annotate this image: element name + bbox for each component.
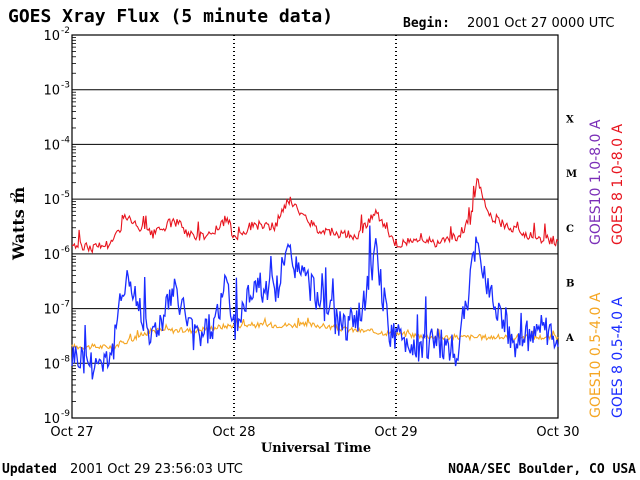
- legend-bottom-right: GOES10 0.5-4.0 A GOES 8 0.5-4.0 A: [588, 292, 626, 418]
- y-tick-label: 10: [43, 193, 60, 208]
- plot-frame: [71, 34, 559, 419]
- y-tick-exponent: -7: [61, 300, 70, 310]
- y-tick-label: 10: [43, 303, 60, 318]
- x-tick-label: Oct 28: [212, 425, 255, 440]
- x-axis-label: Universal Time: [261, 441, 371, 456]
- y-tick-exponent: -3: [61, 81, 70, 91]
- chart-title: GOES Xray Flux (5 minute data): [8, 6, 333, 27]
- series-line: [71, 225, 559, 380]
- flare-class-label: C: [566, 224, 574, 235]
- flare-class-label: M: [566, 169, 577, 180]
- y-tick-label: 10: [43, 84, 60, 99]
- y-tick-label: 10: [43, 248, 60, 263]
- flare-class-label: A: [565, 333, 574, 344]
- y-axis-label: Watts m: [9, 187, 28, 261]
- x-tick-label: Oct 29: [374, 425, 417, 440]
- series-line: [71, 316, 559, 352]
- begin-value: 2001 Oct 27 0000 UTC: [467, 16, 615, 31]
- footer-updated-label: Updated: [2, 462, 57, 477]
- y-tick-exponent: -5: [61, 190, 70, 200]
- flare-class-label: X: [566, 114, 574, 125]
- legend-right: GOES10 1.0-8.0 A GOES 8 1.0-8.0 A: [588, 119, 626, 245]
- y-axis-label-sup: -2: [10, 192, 20, 202]
- x-tick-label: Oct 27: [50, 425, 93, 440]
- legend-goes10-long: GOES10 1.0-8.0 A: [588, 119, 604, 245]
- y-tick-exponent: -2: [61, 26, 70, 36]
- footer-source: NOAA/SEC Boulder, CO USA: [448, 462, 636, 477]
- y-tick-label: 10: [43, 29, 60, 44]
- legend-goes8-short: GOES 8 0.5-4.0 A: [610, 297, 626, 418]
- series-line: [71, 177, 559, 255]
- legend-goes8-long: GOES 8 1.0-8.0 A: [610, 124, 626, 245]
- y-axis-label-group: Watts m -2: [9, 187, 28, 261]
- y-tick-exponent: -6: [61, 245, 70, 255]
- y-tick-label: 10: [43, 138, 60, 153]
- begin-label: Begin:: [403, 16, 450, 31]
- legend-goes10-short: GOES10 0.5-4.0 A: [588, 292, 604, 418]
- y-tick-label: 10: [43, 412, 60, 427]
- y-tick-exponent: -8: [61, 354, 70, 364]
- footer-updated-value: 2001 Oct 29 23:56:03 UTC: [70, 462, 243, 477]
- flare-class-label: B: [566, 278, 574, 289]
- y-tick-label: 10: [43, 357, 60, 372]
- x-tick-label: Oct 30: [536, 425, 579, 440]
- y-tick-exponent: -9: [61, 409, 70, 419]
- y-tick-exponent: -4: [61, 135, 70, 145]
